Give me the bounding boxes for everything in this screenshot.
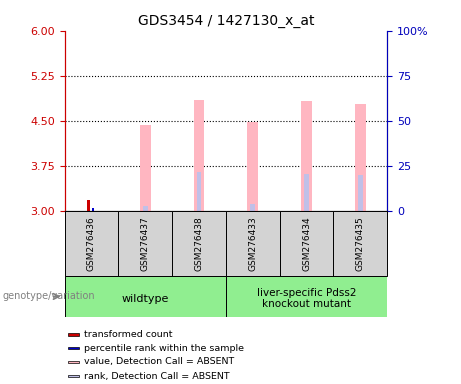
Bar xyxy=(280,211,333,276)
Bar xyxy=(304,174,309,211)
Bar xyxy=(355,104,366,211)
Bar xyxy=(65,276,226,317)
Bar xyxy=(68,361,78,363)
Bar xyxy=(226,211,280,276)
Bar xyxy=(172,211,226,276)
Bar xyxy=(118,211,172,276)
Text: genotype/variation: genotype/variation xyxy=(2,291,95,301)
Bar xyxy=(248,122,258,211)
Bar xyxy=(68,333,78,336)
Bar xyxy=(196,172,201,211)
Bar xyxy=(301,101,312,211)
Text: GSM276434: GSM276434 xyxy=(302,217,311,271)
Bar xyxy=(65,211,118,276)
Text: value, Detection Call = ABSENT: value, Detection Call = ABSENT xyxy=(84,358,234,366)
Bar xyxy=(333,211,387,276)
Text: liver-specific Pdss2
knockout mutant: liver-specific Pdss2 knockout mutant xyxy=(257,288,356,310)
Text: GSM276438: GSM276438 xyxy=(195,217,203,271)
Bar xyxy=(226,276,387,317)
Text: GSM276433: GSM276433 xyxy=(248,217,257,271)
Text: transformed count: transformed count xyxy=(84,330,172,339)
Text: wildtype: wildtype xyxy=(122,294,169,304)
Bar xyxy=(194,100,204,211)
Bar xyxy=(68,347,78,349)
Bar xyxy=(68,375,78,377)
Text: GSM276436: GSM276436 xyxy=(87,217,96,271)
Title: GDS3454 / 1427130_x_at: GDS3454 / 1427130_x_at xyxy=(138,14,314,28)
Text: GSM276435: GSM276435 xyxy=(356,217,365,271)
Bar xyxy=(143,206,148,211)
Bar xyxy=(87,200,90,211)
Text: rank, Detection Call = ABSENT: rank, Detection Call = ABSENT xyxy=(84,372,230,381)
Text: percentile rank within the sample: percentile rank within the sample xyxy=(84,344,244,353)
Bar xyxy=(140,125,151,211)
Bar xyxy=(250,204,255,211)
Text: GSM276437: GSM276437 xyxy=(141,217,150,271)
Bar xyxy=(358,175,363,211)
Bar xyxy=(92,208,94,211)
